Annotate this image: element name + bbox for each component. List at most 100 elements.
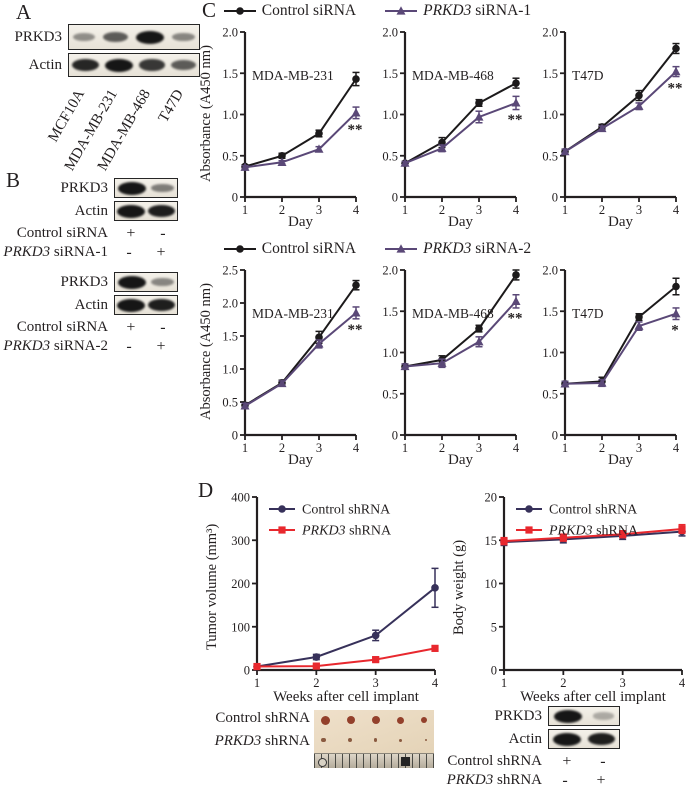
triangle-marker-icon: [474, 336, 484, 346]
legend-item: Control siRNA: [223, 2, 356, 20]
axes: [563, 32, 676, 199]
y-tick-label: 0.5: [542, 149, 558, 163]
x-tick-label: 4: [353, 441, 360, 455]
panel-a: PRKD3 Actin MCF10A MDA-MB-231 MDA-MB-468 T4…: [12, 24, 212, 203]
x-tick-label: 1: [402, 203, 408, 217]
condition-row: Control shRNA + -: [442, 752, 620, 771]
lane-label: T47D: [156, 87, 187, 125]
y-tick-label: 0: [244, 664, 250, 678]
sirna2-charts: Absorbance (A450 nm) 0 0.5 1.0 1.5 2.0 2.5 1 2 3…: [198, 262, 685, 474]
triangle-marker-icon: [351, 308, 361, 317]
tumor-volume-chart: 0 100 200 300 400 1 2 3 4 Control shRNA PRKD3 shRN…: [231, 491, 439, 706]
legend-label: PRKD3 shRNA: [548, 524, 639, 539]
blot-label-actin: Actin: [74, 296, 108, 313]
triangle-marker-icon: [560, 146, 570, 156]
series-line: [404, 300, 517, 368]
triangle-marker-icon: [314, 144, 324, 153]
y-tick-label: 0.5: [222, 149, 238, 163]
panel-b-group-sirna1: PRKD3 Actin Control siRNA + - PRKD3 siRNA-1…: [2, 178, 178, 262]
circle-marker-icon: [352, 281, 360, 289]
panel-b-label: B: [6, 168, 21, 192]
blot-label-actin: Actin: [74, 202, 108, 219]
series-line: [244, 78, 357, 168]
blot-band: [116, 204, 145, 218]
series-line: [564, 312, 677, 385]
x-tick-label: 3: [636, 441, 642, 455]
series-line: [256, 647, 436, 668]
square-marker-icon: [312, 662, 320, 670]
x-tick-label: 2: [599, 441, 605, 455]
square-marker-icon: [559, 534, 567, 542]
panel-a-label: A: [16, 0, 32, 24]
x-tick-label: 1: [562, 203, 568, 217]
legend-label: PRKD3 siRNA-1: [423, 2, 532, 19]
triangle-marker-icon: [277, 378, 287, 388]
x-tick-label: 4: [513, 441, 520, 455]
x-tick-label: 3: [476, 441, 482, 455]
y-tick-label: 0.5: [382, 387, 398, 401]
prkd3-blot: [114, 272, 178, 292]
y-axis-label: Absorbance (A450 nm): [198, 283, 214, 421]
y-tick-label: 100: [231, 620, 250, 634]
chart-title: T47D: [572, 68, 604, 83]
tumor-photo: [314, 710, 434, 768]
x-tick-label: 2: [560, 676, 566, 690]
triangle-marker-icon: [240, 401, 250, 410]
blot-band: [554, 709, 583, 723]
triangle-marker-icon: [634, 101, 644, 110]
y-tick-label: 1.5: [542, 305, 558, 319]
chart-cell-mda-mb-231-sirna2: Absorbance (A450 nm) 0 0.5 1.0 1.5 2.0 2.5 1 2 3…: [198, 262, 365, 474]
blot-band: [117, 275, 146, 289]
series-line: [503, 528, 683, 543]
x-axis-label: Day: [608, 214, 633, 230]
triangle-marker-icon: [437, 358, 447, 367]
series-line: [244, 312, 357, 407]
t47d-sirna2-chart: 0 0.5 1.0 1.5 2.0 1 2 3 4 T47D * Day: [542, 264, 681, 468]
y-tick-label: 0: [392, 191, 398, 205]
blot-band: [105, 58, 134, 72]
y-tick-label: 0: [552, 191, 558, 205]
body-weight-chart: 0 5 10 15 20 1 2 3 4 Control shRNA PRKD3 shRNA Week…: [485, 491, 686, 706]
triangle-marker-icon: [240, 162, 250, 171]
y-tick-label: 1.0: [382, 108, 398, 122]
condition-row: PRKD3 siRNA-1 - +: [2, 243, 178, 262]
condition-signs: + -: [126, 224, 166, 242]
circle-marker-icon: [278, 505, 286, 513]
circle-marker-icon: [475, 99, 483, 107]
tumor-dot: [346, 715, 356, 725]
y-tick-label: 1.5: [542, 67, 558, 81]
blot-band: [151, 183, 175, 193]
blot-band: [172, 32, 195, 42]
condition-label: PRKD3 shRNA: [446, 772, 542, 788]
x-tick-label: 4: [673, 441, 680, 455]
triangle-marker-icon: [474, 112, 484, 121]
x-tick-label: 3: [316, 203, 322, 217]
condition-label: PRKD3 siRNA-1: [3, 244, 108, 260]
condition-row: PRKD3 shRNA - +: [442, 771, 620, 790]
x-tick-label: 2: [313, 676, 319, 690]
legend-marker: [223, 7, 256, 15]
chart-title: MDA-MB-231: [252, 306, 334, 321]
ruler: [314, 753, 434, 768]
legend-marker: [385, 6, 418, 15]
condition-row: Control siRNA + -: [2, 224, 178, 243]
y-tick-label: 1.5: [382, 305, 398, 319]
circle-marker-icon: [525, 505, 533, 513]
legend-sirna2: Control siRNA PRKD3 siRNA-2: [212, 240, 542, 258]
blot-band: [138, 59, 166, 71]
blot-band: [552, 732, 581, 746]
x-tick-label: 2: [279, 203, 285, 217]
photo-row-labels: Control shRNA PRKD3 shRNA: [210, 708, 310, 768]
triangle-marker-icon: [351, 108, 361, 117]
y-tick-label: 2.0: [382, 264, 398, 278]
y-tick-label: 0.5: [222, 396, 238, 410]
circle-marker-icon: [635, 313, 643, 321]
blot-band: [147, 204, 176, 218]
tumor-dot: [321, 737, 326, 743]
prkd3-blot: [68, 24, 200, 50]
legend-item: PRKD3 siRNA-2: [384, 240, 531, 258]
axes: [403, 32, 516, 199]
x-tick-label: 3: [373, 676, 379, 690]
